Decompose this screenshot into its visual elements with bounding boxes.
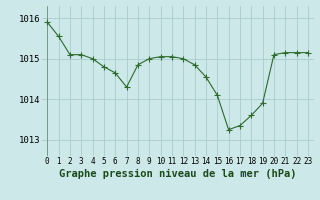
X-axis label: Graphe pression niveau de la mer (hPa): Graphe pression niveau de la mer (hPa) [59, 169, 296, 179]
